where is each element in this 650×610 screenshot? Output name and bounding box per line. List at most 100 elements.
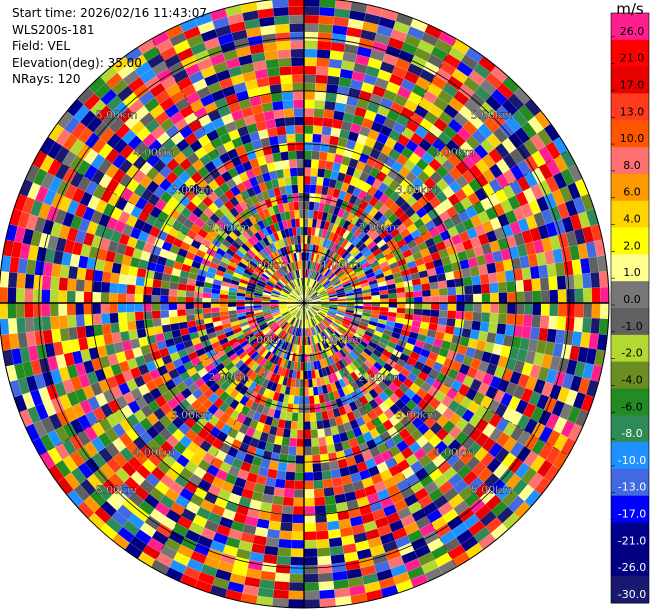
- ray-gate: [135, 311, 144, 320]
- ray-gate: [67, 303, 76, 315]
- ray-gate: [293, 506, 304, 515]
- ray-gate: [290, 557, 304, 566]
- ray-gate: [311, 168, 319, 177]
- colorbar-tick-label: 0.0: [623, 293, 641, 306]
- ray-gate: [282, 505, 294, 514]
- ray-gate: [566, 303, 575, 317]
- ray-gate: [422, 290, 431, 297]
- ray-gate: [413, 284, 422, 291]
- ray-gate: [67, 278, 76, 291]
- ray-gate: [84, 303, 93, 315]
- ray-gate: [279, 454, 288, 464]
- ray-gate: [143, 311, 152, 320]
- ray-gate: [126, 303, 135, 312]
- ray-gate: [101, 303, 110, 314]
- ray-gate: [316, 75, 328, 84]
- ray-gate: [277, 547, 291, 557]
- ray-gate: [311, 438, 319, 447]
- ray-gate: [294, 481, 304, 490]
- ray-gate: [68, 327, 78, 340]
- ray-gate: [445, 271, 455, 280]
- ray-gate: [297, 421, 304, 430]
- ray-gate: [438, 281, 447, 289]
- ray-gate: [304, 464, 313, 473]
- ray-gate: [304, 447, 312, 456]
- ray-gate: [304, 481, 314, 490]
- ray-gate: [283, 497, 294, 506]
- ray-gate: [464, 311, 473, 320]
- ray-gate: [421, 283, 430, 291]
- ray-gate: [160, 303, 169, 311]
- ray-gate: [93, 281, 102, 293]
- ray-gate: [465, 303, 474, 312]
- ray-gate: [389, 303, 398, 308]
- ray-gate: [153, 326, 163, 335]
- ray-gate: [308, 370, 313, 379]
- ray-gate: [293, 83, 305, 92]
- ray-gate: [311, 429, 319, 438]
- colorbar-tick-label: -26.0: [618, 561, 646, 574]
- ray-gate: [0, 303, 8, 319]
- ray-gate: [267, 529, 280, 539]
- ray-gate: [291, 176, 298, 185]
- ray-gate: [397, 303, 406, 308]
- range-ring-label: 2.00km: [208, 371, 250, 384]
- ray-gate: [313, 117, 323, 126]
- colorbar-tick-label: -21.0: [618, 534, 646, 547]
- ray-gate: [541, 303, 550, 316]
- ray-gate: [540, 277, 550, 290]
- ray-gate: [566, 289, 575, 303]
- colorbar-tick-label: -13.0: [618, 481, 646, 494]
- ray-gate: [380, 294, 389, 299]
- ray-gate: [324, 109, 335, 119]
- ray-gate: [304, 472, 313, 481]
- ray-gate: [304, 388, 309, 397]
- ray-gate: [76, 279, 85, 291]
- ray-gate: [58, 290, 67, 303]
- ray-gate: [295, 218, 300, 227]
- ray-gate: [498, 313, 507, 324]
- ray-gate: [583, 288, 592, 303]
- ray-gate: [317, 49, 331, 59]
- ray-gate: [219, 307, 228, 312]
- range-ring-label: 4.00km: [133, 146, 175, 159]
- ray-gate: [329, 59, 343, 69]
- ray-gate: [292, 413, 299, 422]
- ray-gate: [317, 429, 325, 438]
- ray-gate: [319, 7, 335, 17]
- ray-gate: [42, 276, 52, 290]
- ray-gate: [499, 292, 508, 303]
- ray-gate: [275, 479, 286, 489]
- ray-gate: [274, 581, 290, 591]
- ray-gate: [282, 92, 294, 101]
- range-ring-label: 3.00km: [171, 409, 213, 422]
- ray-gate: [506, 314, 515, 326]
- ray-gate: [439, 303, 448, 311]
- colorbar-tick-label: 4.0: [623, 213, 641, 226]
- ray-gate: [177, 309, 186, 316]
- ray-gate: [304, 142, 312, 151]
- ray-gate: [271, 144, 281, 154]
- ray-gate: [304, 506, 315, 515]
- ray-gate: [276, 564, 291, 574]
- ray-gate: [422, 296, 431, 303]
- colorbar-tick-label: -2.0: [621, 347, 642, 360]
- colorbar-tick-label: 21.0: [620, 52, 645, 65]
- ray-gate: [304, 32, 318, 41]
- ray-gate: [304, 548, 317, 557]
- ray-gate: [152, 295, 161, 303]
- ray-gate: [304, 599, 320, 608]
- start-time-label: Start time: 2026/02/16 11:43:07: [12, 5, 207, 22]
- ray-gate: [93, 314, 102, 326]
- ray-gate: [102, 271, 112, 282]
- ray-gate: [290, 168, 298, 177]
- ray-gate: [312, 142, 321, 151]
- ray-gate: [203, 308, 212, 314]
- ray-gate: [439, 296, 448, 304]
- ray-gate: [295, 464, 304, 473]
- ray-gate: [304, 498, 315, 507]
- ray-gate: [293, 91, 304, 100]
- ray-gate: [447, 287, 456, 295]
- ray-gate: [177, 303, 186, 310]
